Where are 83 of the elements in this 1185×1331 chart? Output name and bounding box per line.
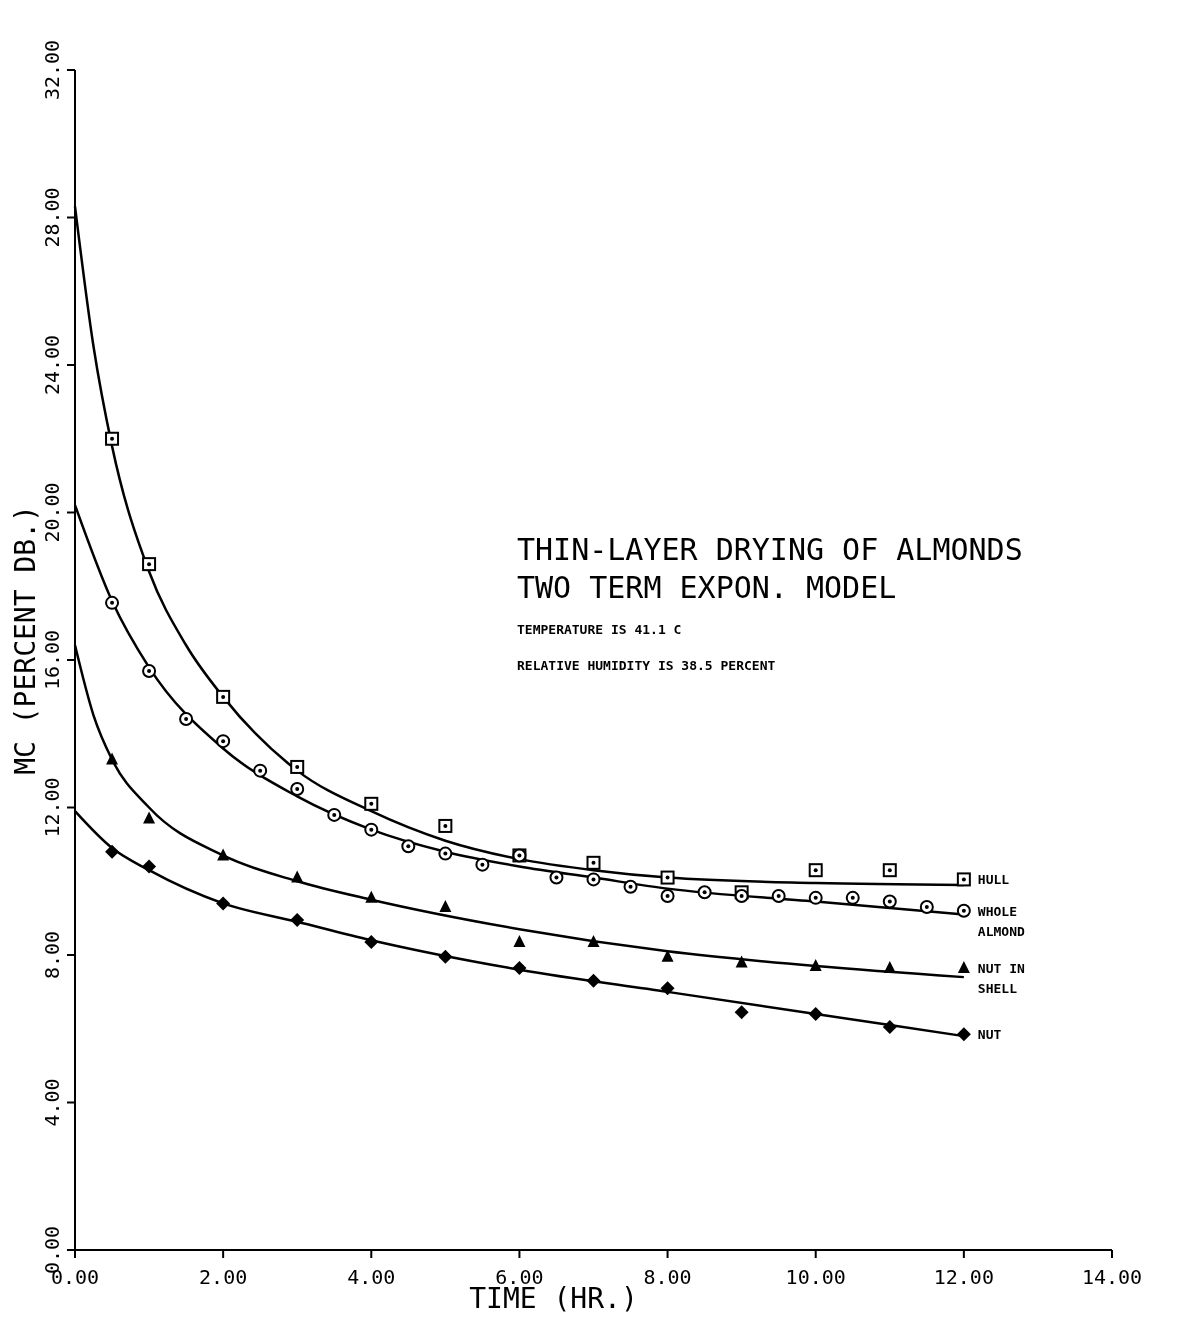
point — [291, 870, 304, 883]
point — [290, 912, 305, 927]
y-tick-label: 12.00 — [40, 777, 64, 838]
point — [808, 863, 823, 878]
point — [882, 863, 897, 878]
point — [808, 1007, 823, 1021]
point — [475, 857, 490, 872]
point — [290, 759, 305, 774]
x-tick-label: 8.00 — [643, 1265, 692, 1289]
y-tick-label: 4.00 — [40, 1078, 64, 1127]
point — [882, 1019, 897, 1034]
series-label: NUT — [977, 1027, 1002, 1043]
y-tick-label: 8.00 — [40, 930, 64, 980]
point — [586, 872, 601, 887]
point — [660, 889, 675, 903]
point — [882, 894, 897, 909]
point — [956, 872, 971, 887]
point — [956, 903, 971, 918]
x-tick-label: 4.00 — [347, 1265, 396, 1289]
point — [365, 890, 378, 903]
point — [105, 844, 120, 859]
point — [439, 900, 452, 913]
point — [808, 890, 823, 905]
point — [179, 712, 194, 726]
point — [697, 885, 712, 900]
annotation: TEMPERATURE IS 41.1 C — [517, 622, 682, 637]
point — [216, 689, 231, 704]
point — [142, 859, 157, 874]
point — [735, 955, 748, 968]
point — [438, 818, 453, 833]
point — [623, 879, 638, 894]
point — [957, 960, 970, 973]
point — [142, 664, 157, 679]
point — [586, 973, 601, 988]
point — [734, 1005, 749, 1020]
point — [401, 839, 416, 854]
y-tick-label: 32.00 — [40, 39, 64, 101]
point — [549, 870, 564, 885]
y-tick-label: 28.00 — [40, 187, 64, 248]
y-tick-label: 16.00 — [40, 629, 64, 691]
point — [142, 557, 157, 572]
point — [956, 1027, 971, 1042]
annotation: RELATIVE HUMIDITY IS 38.5 PERCENT — [517, 658, 776, 673]
point — [438, 846, 453, 861]
point — [883, 960, 896, 973]
point — [290, 782, 305, 797]
series-label: WHOLE ALMOND — [977, 903, 1025, 939]
point — [105, 431, 120, 446]
text: THIN-LAYER DRYING OF ALMONDS — [517, 532, 1023, 567]
point — [105, 595, 120, 610]
point — [364, 822, 379, 837]
point — [660, 981, 675, 996]
point — [587, 935, 600, 948]
point — [106, 752, 119, 765]
y-tick-label: 24.00 — [40, 334, 64, 396]
series-label: NUT IN SHELL — [977, 960, 1025, 996]
y-axis-title: MC (PERCENT DB.) — [9, 505, 42, 775]
point — [216, 896, 231, 911]
point — [512, 960, 527, 975]
point — [364, 796, 379, 811]
point — [513, 935, 526, 948]
point — [143, 811, 156, 824]
point — [771, 889, 786, 903]
y-tick-label: 20.00 — [40, 482, 64, 543]
point — [364, 935, 379, 950]
point — [661, 949, 674, 962]
x-tick-label: 14.00 — [1081, 1265, 1143, 1289]
point — [660, 870, 675, 885]
point — [919, 900, 934, 915]
point — [216, 734, 231, 749]
point — [845, 890, 860, 905]
x-tick-label: 12.00 — [933, 1265, 994, 1289]
x-tick-label: 2.00 — [199, 1265, 248, 1289]
series-label: HULL — [977, 872, 1010, 888]
point — [438, 949, 453, 964]
point — [217, 848, 230, 861]
text: TWO TERM EXPON. MODEL — [517, 570, 897, 605]
point — [734, 889, 749, 903]
point — [586, 855, 601, 870]
point — [327, 807, 342, 822]
point — [809, 959, 822, 972]
x-tick-label: 10.00 — [785, 1265, 846, 1289]
point — [253, 763, 268, 778]
